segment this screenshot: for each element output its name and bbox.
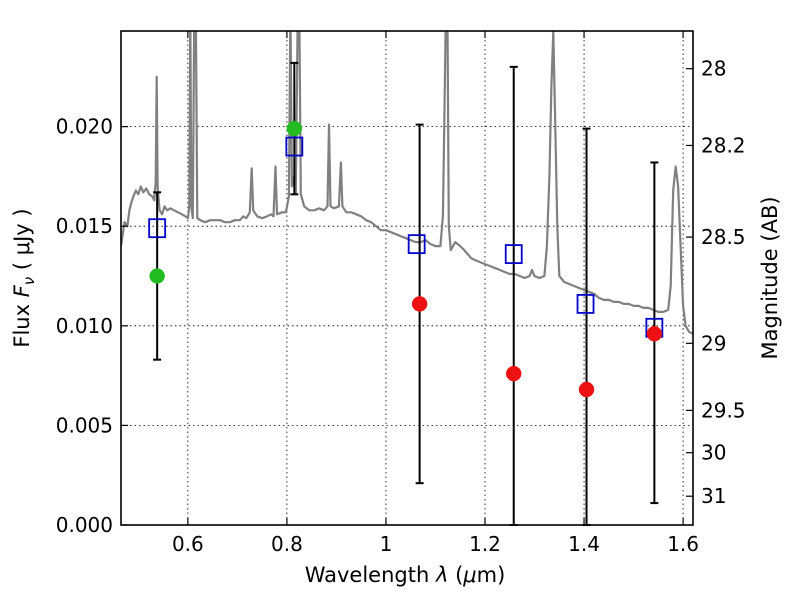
model-spectrum bbox=[121, 31, 693, 335]
x-tick-label: 1 bbox=[380, 532, 393, 556]
y2-axis-label: Magnitude (AB) bbox=[758, 196, 782, 359]
error-bars bbox=[153, 61, 659, 526]
x-tick-label: 0.8 bbox=[271, 532, 303, 556]
x-tick-label: 1.6 bbox=[667, 532, 699, 556]
data-markers bbox=[148, 120, 664, 398]
axis-ticks: 0.6 0.8 1 1.2 1.4 1.6 0.000 0.005 0.010 0.015 0.02… bbox=[56, 31, 746, 556]
x-tick-label: 1.2 bbox=[469, 532, 501, 556]
y-tick-label: 0.015 bbox=[56, 214, 113, 238]
y-tick-label: 0.000 bbox=[56, 513, 113, 537]
x-tick-label: 0.6 bbox=[172, 532, 204, 556]
model-square-marker bbox=[148, 218, 167, 239]
y2-tick-label: 29 bbox=[701, 331, 726, 355]
y2-tick-label: 29.5 bbox=[701, 398, 746, 422]
flux-point bbox=[646, 326, 663, 342]
flux-point bbox=[411, 296, 428, 312]
y2-tick-label: 30 bbox=[701, 441, 726, 465]
y2-tick-label: 31 bbox=[701, 484, 726, 508]
flux-point bbox=[578, 381, 595, 398]
model-square-marker bbox=[576, 293, 595, 314]
y-tick-label: 0.005 bbox=[56, 413, 113, 437]
grid-lines bbox=[121, 31, 693, 525]
plot-frame bbox=[120, 30, 694, 526]
flux-point bbox=[149, 268, 165, 284]
flux-point bbox=[286, 120, 303, 137]
y2-tick-label: 28 bbox=[701, 57, 726, 81]
spectrum-line bbox=[121, 31, 693, 335]
model-square-marker bbox=[504, 244, 523, 264]
y2-tick-label: 28.5 bbox=[701, 225, 746, 249]
y-axis-label: Flux Fν ( μJy ) bbox=[10, 208, 38, 347]
y-tick-label: 0.010 bbox=[56, 314, 113, 338]
model-square-marker bbox=[285, 136, 304, 157]
flux-point bbox=[505, 365, 522, 382]
x-tick-label: 1.4 bbox=[568, 532, 600, 556]
model-square-marker bbox=[407, 234, 426, 255]
y2-tick-label: 28.2 bbox=[701, 133, 746, 157]
y-tick-label: 0.020 bbox=[56, 115, 113, 139]
x-axis-label: Wavelength λ (μm) bbox=[305, 563, 506, 587]
